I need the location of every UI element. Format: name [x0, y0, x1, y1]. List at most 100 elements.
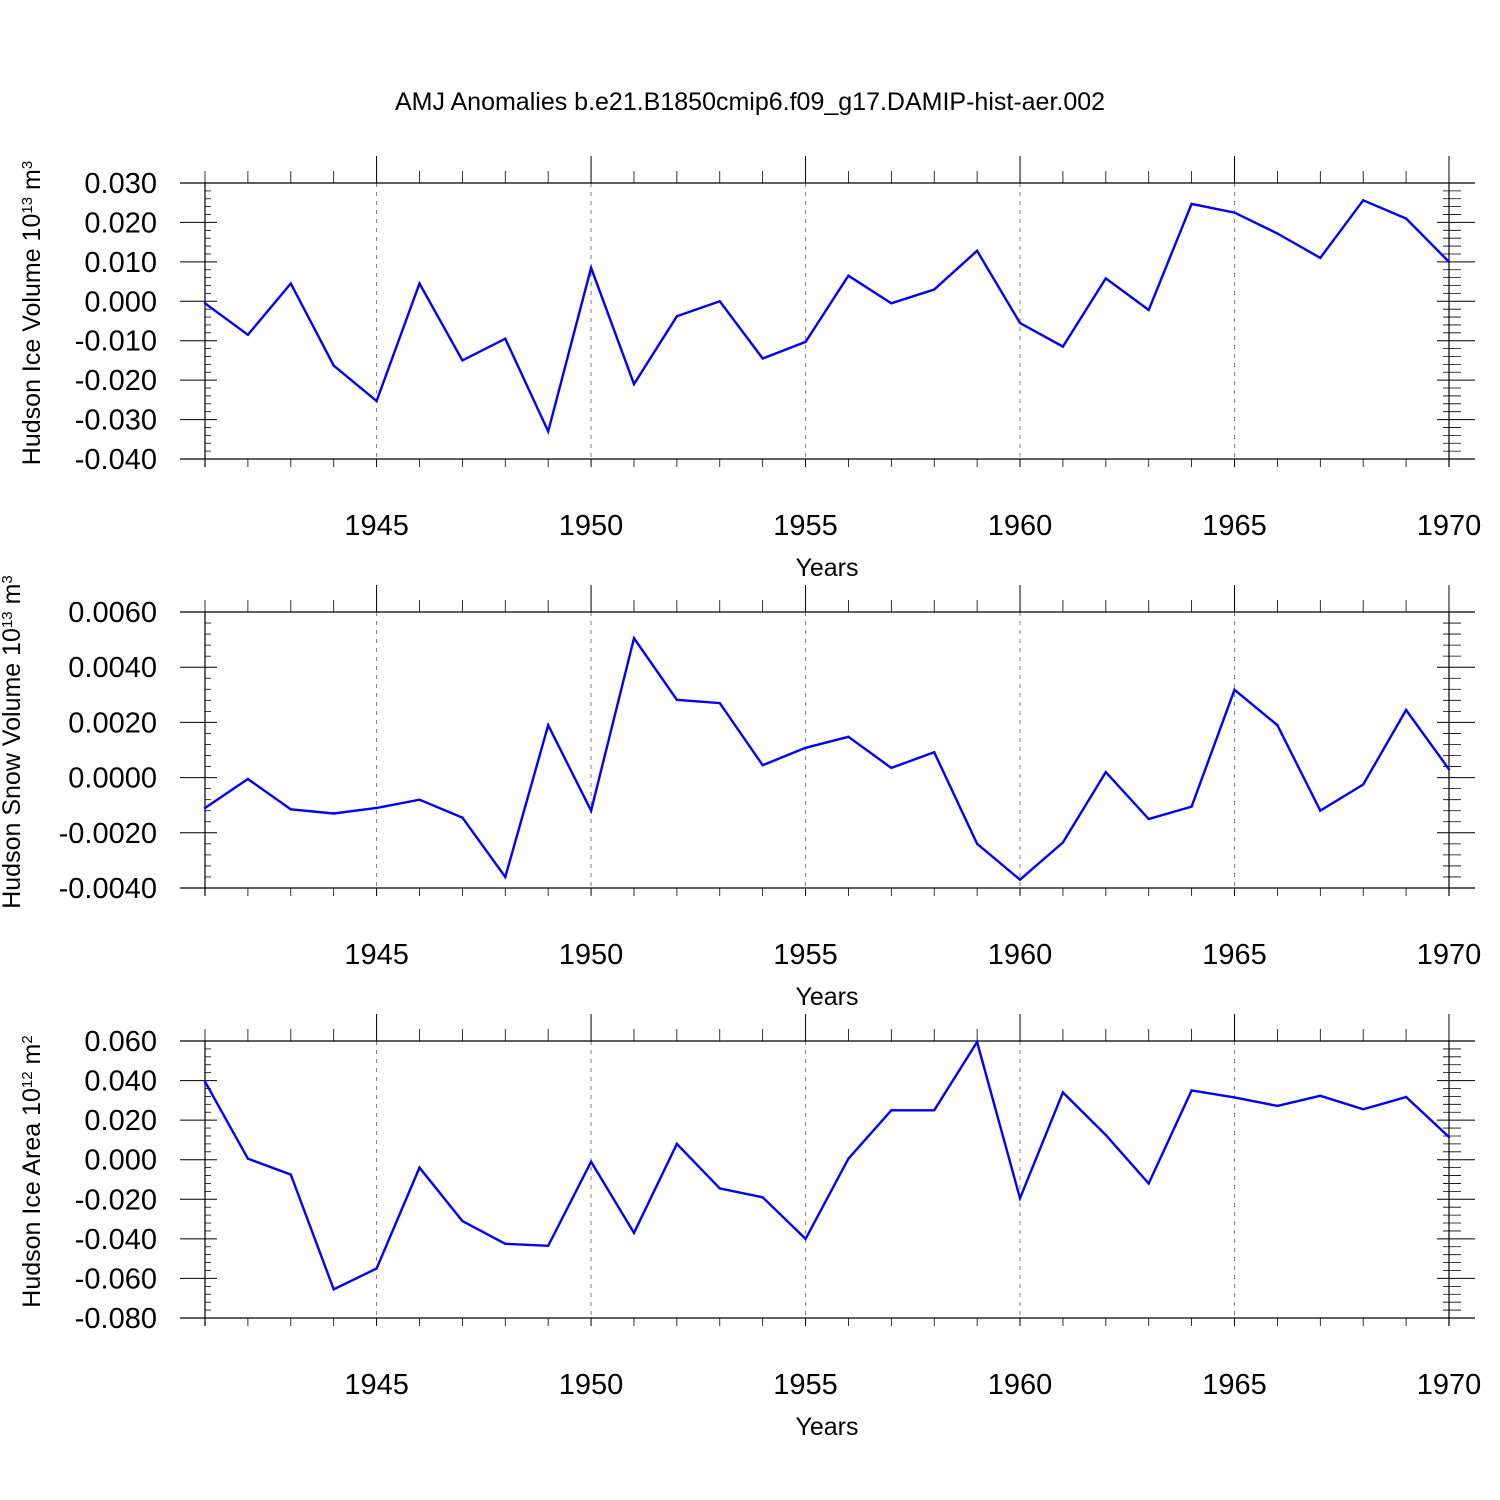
data-point: [1362, 783, 1365, 786]
y-tick-label: 0.040: [84, 1066, 157, 1098]
x-tick-label: 1955: [773, 939, 838, 971]
data-point: [246, 1157, 250, 1160]
data-point: [1147, 1182, 1150, 1185]
y-tick-label: -0.020: [75, 365, 157, 397]
y-tick-label: -0.0040: [59, 873, 157, 905]
y-tick-label: 0.0040: [68, 652, 157, 684]
data-point: [933, 288, 936, 291]
chart-title: AMJ Anomalies b.e21.B1850cmip6.f09_g17.D…: [395, 88, 1105, 116]
data-point: [890, 302, 893, 305]
data-point: [761, 357, 764, 360]
data-point: [589, 809, 593, 812]
data-point: [1018, 878, 1022, 881]
data-point: [890, 1109, 893, 1112]
data-point: [718, 1187, 721, 1190]
data-point: [1404, 1095, 1408, 1099]
data-point: [1233, 211, 1236, 214]
data-point: [975, 1040, 979, 1044]
data-point: [933, 1109, 936, 1112]
data-point: [1147, 817, 1150, 821]
series-line: [203, 1039, 1450, 1291]
data-point: [847, 735, 850, 738]
data-point: [1233, 688, 1236, 692]
x-axis-label: Years: [795, 554, 858, 582]
data-point: [289, 1173, 292, 1176]
data-point: [1404, 217, 1408, 220]
data-point: [461, 359, 464, 362]
x-tick-label: 1960: [988, 1369, 1053, 1401]
series-line: [204, 198, 1450, 435]
chart-panel-2: -0.0040 -0.0020 0.0000 0.0020 0.0040 0.0060 19…: [0, 575, 1481, 1011]
data-point: [246, 777, 250, 781]
x-tick-label: 1965: [1202, 510, 1267, 542]
y-tick-label: 0.000: [84, 286, 157, 318]
x-tick-label: 1965: [1202, 1369, 1267, 1401]
data-point: [975, 842, 979, 846]
data-point: [203, 302, 207, 305]
data-point: [332, 812, 335, 815]
data-point: [375, 1267, 378, 1270]
data-point: [632, 382, 636, 386]
y-tick-label: 0.020: [84, 1105, 157, 1137]
data-point: [504, 1242, 507, 1246]
x-tick-label: 1960: [988, 939, 1053, 971]
data-point: [1447, 1135, 1451, 1139]
x-tick-label: 1955: [773, 510, 838, 542]
x-tick-label: 1970: [1417, 939, 1482, 971]
y-tick-label: -0.0020: [59, 818, 157, 850]
chart-panel-3: -0.080 -0.060 -0.040 -0.020 0.000 0.020 0.040 0…: [18, 1014, 1481, 1441]
y-tick-label: 0.0000: [68, 763, 157, 795]
y-tick-label: -0.010: [75, 326, 157, 358]
data-point: [461, 1219, 464, 1223]
x-axis-label: Years: [795, 1413, 858, 1441]
data-point: [289, 808, 292, 811]
data-point: [675, 315, 679, 318]
x-tick-label: 1950: [559, 939, 624, 971]
y-axis-label: Hudson Ice Area 1012 m2: [18, 1035, 46, 1307]
data-point: [1061, 841, 1065, 844]
data-point: [847, 274, 850, 277]
data-point: [1190, 202, 1193, 206]
x-tick-label: 1950: [559, 1369, 624, 1401]
data-point: [847, 1157, 850, 1160]
data-point: [1447, 260, 1451, 264]
y-tick-label: -0.060: [75, 1263, 157, 1295]
data-point: [418, 282, 421, 285]
data-point: [1319, 809, 1322, 812]
data-point: [418, 798, 421, 801]
data-point: [933, 751, 936, 754]
data-point: [761, 1196, 764, 1199]
y-tick-label: 0.030: [84, 168, 157, 200]
chart-panel-1: -0.040 -0.030 -0.020 -0.010 0.000 0.010 0.020 0…: [18, 156, 1481, 582]
data-point: [1147, 308, 1150, 312]
data-point: [1362, 1108, 1365, 1111]
data-point: [632, 1231, 636, 1235]
data-point: [332, 364, 335, 367]
data-point: [546, 430, 550, 433]
data-point: [1319, 256, 1322, 260]
data-point: [761, 763, 764, 767]
data-point: [718, 300, 721, 303]
data-point: [589, 1160, 593, 1163]
x-tick-label: 1955: [773, 1369, 838, 1401]
y-tick-label: -0.040: [75, 444, 157, 476]
data-point: [718, 701, 721, 705]
data-point: [203, 806, 207, 810]
data-point: [546, 1244, 550, 1247]
data-point: [1018, 321, 1022, 325]
data-point: [1276, 723, 1279, 727]
y-tick-label: 0.0060: [68, 597, 157, 629]
data-point: [461, 816, 464, 819]
data-point: [975, 249, 979, 253]
data-point: [589, 266, 593, 269]
y-tick-label: 0.020: [84, 207, 157, 239]
x-axis-label: Years: [795, 983, 858, 1011]
data-point: [1104, 277, 1108, 280]
data-point: [375, 806, 378, 810]
data-point: [1104, 770, 1108, 774]
data-point: [1447, 768, 1451, 771]
data-point: [546, 723, 550, 727]
x-tick-label: 1945: [344, 1369, 409, 1401]
x-tick-label: 1970: [1417, 1369, 1482, 1401]
